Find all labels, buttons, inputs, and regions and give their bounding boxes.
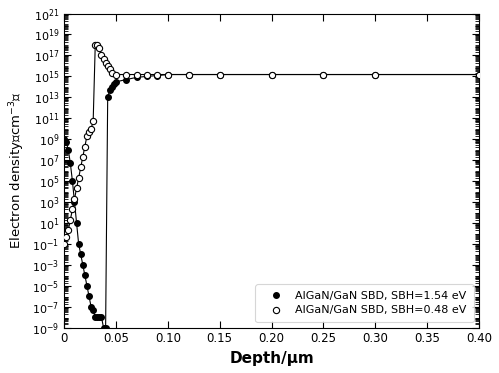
- AlGaN/GaN SBD, SBH=1.54 eV: [90, 308, 96, 312]
- AlGaN/GaN SBD, SBH=1.54 eV: [165, 72, 171, 77]
- AlGaN/GaN SBD, SBH=1.54 eV: [92, 315, 98, 319]
- AlGaN/GaN SBD, SBH=0.48 eV: [186, 72, 192, 77]
- AlGaN/GaN SBD, SBH=0.48 eV: [144, 72, 150, 77]
- AlGaN/GaN SBD, SBH=0.48 eV: [100, 56, 106, 61]
- AlGaN/GaN SBD, SBH=0.48 eV: [61, 242, 67, 246]
- AlGaN/GaN SBD, SBH=1.54 eV: [111, 81, 117, 86]
- AlGaN/GaN SBD, SBH=1.54 eV: [65, 147, 71, 152]
- AlGaN/GaN SBD, SBH=1.54 eV: [217, 72, 223, 77]
- AlGaN/GaN SBD, SBH=0.48 eV: [76, 176, 82, 180]
- AlGaN/GaN SBD, SBH=1.54 eV: [186, 72, 192, 77]
- AlGaN/GaN SBD, SBH=0.48 eV: [107, 67, 113, 71]
- AlGaN/GaN SBD, SBH=1.54 eV: [109, 85, 115, 89]
- AlGaN/GaN SBD, SBH=0.48 eV: [67, 217, 73, 222]
- AlGaN/GaN SBD, SBH=1.54 eV: [63, 140, 69, 145]
- AlGaN/GaN SBD, SBH=1.54 eV: [113, 79, 119, 84]
- AlGaN/GaN SBD, SBH=1.54 eV: [98, 315, 104, 319]
- AlGaN/GaN SBD, SBH=1.54 eV: [372, 72, 378, 77]
- AlGaN/GaN SBD, SBH=0.48 eV: [86, 130, 92, 134]
- AlGaN/GaN SBD, SBH=0.48 eV: [80, 155, 86, 159]
- X-axis label: Depth/μm: Depth/μm: [229, 351, 314, 366]
- AlGaN/GaN SBD, SBH=0.48 eV: [268, 72, 274, 77]
- Legend: AlGaN/GaN SBD, SBH=1.54 eV, AlGaN/GaN SBD, SBH=0.48 eV: AlGaN/GaN SBD, SBH=1.54 eV, AlGaN/GaN SB…: [255, 284, 474, 322]
- AlGaN/GaN SBD, SBH=1.54 eV: [144, 74, 150, 79]
- AlGaN/GaN SBD, SBH=1.54 eV: [86, 294, 92, 298]
- AlGaN/GaN SBD, SBH=0.48 eV: [476, 72, 482, 77]
- AlGaN/GaN SBD, SBH=0.48 eV: [165, 72, 171, 77]
- AlGaN/GaN SBD, SBH=0.48 eV: [372, 72, 378, 77]
- AlGaN/GaN SBD, SBH=0.48 eV: [320, 72, 326, 77]
- AlGaN/GaN SBD, SBH=0.48 eV: [90, 119, 96, 123]
- AlGaN/GaN SBD, SBH=1.54 eV: [476, 72, 482, 77]
- AlGaN/GaN SBD, SBH=1.54 eV: [94, 315, 100, 319]
- AlGaN/GaN SBD, SBH=0.48 eV: [88, 126, 94, 131]
- AlGaN/GaN SBD, SBH=1.54 eV: [61, 137, 67, 141]
- AlGaN/GaN SBD, SBH=0.48 eV: [92, 43, 98, 47]
- AlGaN/GaN SBD, SBH=0.48 eV: [109, 71, 115, 75]
- AlGaN/GaN SBD, SBH=0.48 eV: [69, 207, 75, 211]
- AlGaN/GaN SBD, SBH=1.54 eV: [76, 242, 82, 246]
- AlGaN/GaN SBD, SBH=1.54 eV: [80, 263, 86, 267]
- AlGaN/GaN SBD, SBH=1.54 eV: [103, 325, 109, 330]
- AlGaN/GaN SBD, SBH=1.54 eV: [268, 72, 274, 77]
- AlGaN/GaN SBD, SBH=0.48 eV: [105, 64, 111, 68]
- Line: AlGaN/GaN SBD, SBH=0.48 eV: AlGaN/GaN SBD, SBH=0.48 eV: [61, 42, 482, 247]
- AlGaN/GaN SBD, SBH=1.54 eV: [134, 75, 140, 79]
- AlGaN/GaN SBD, SBH=1.54 eV: [73, 221, 79, 225]
- AlGaN/GaN SBD, SBH=1.54 eV: [100, 325, 106, 330]
- AlGaN/GaN SBD, SBH=1.54 eV: [82, 273, 88, 278]
- AlGaN/GaN SBD, SBH=1.54 eV: [69, 179, 75, 183]
- AlGaN/GaN SBD, SBH=0.48 eV: [217, 72, 223, 77]
- AlGaN/GaN SBD, SBH=0.48 eV: [78, 165, 84, 170]
- AlGaN/GaN SBD, SBH=1.54 eV: [96, 315, 102, 319]
- AlGaN/GaN SBD, SBH=1.54 eV: [320, 72, 326, 77]
- AlGaN/GaN SBD, SBH=0.48 eV: [98, 53, 104, 58]
- AlGaN/GaN SBD, SBH=0.48 eV: [73, 186, 79, 191]
- AlGaN/GaN SBD, SBH=1.54 eV: [107, 88, 113, 92]
- AlGaN/GaN SBD, SBH=1.54 eV: [155, 73, 161, 78]
- AlGaN/GaN SBD, SBH=0.48 eV: [63, 234, 69, 239]
- AlGaN/GaN SBD, SBH=0.48 eV: [71, 197, 77, 201]
- AlGaN/GaN SBD, SBH=0.48 eV: [103, 60, 109, 65]
- AlGaN/GaN SBD, SBH=1.54 eV: [105, 95, 111, 100]
- AlGaN/GaN SBD, SBH=1.54 eV: [84, 283, 90, 288]
- AlGaN/GaN SBD, SBH=1.54 eV: [123, 77, 129, 82]
- Line: AlGaN/GaN SBD, SBH=1.54 eV: AlGaN/GaN SBD, SBH=1.54 eV: [61, 72, 482, 330]
- AlGaN/GaN SBD, SBH=0.48 eV: [123, 72, 129, 77]
- Y-axis label: Electron density（cm$^{-3}$）: Electron density（cm$^{-3}$）: [7, 92, 26, 249]
- AlGaN/GaN SBD, SBH=0.48 eV: [65, 228, 71, 232]
- AlGaN/GaN SBD, SBH=1.54 eV: [78, 252, 84, 257]
- AlGaN/GaN SBD, SBH=0.48 eV: [134, 72, 140, 77]
- AlGaN/GaN SBD, SBH=0.48 eV: [96, 46, 102, 50]
- AlGaN/GaN SBD, SBH=1.54 eV: [88, 304, 94, 309]
- AlGaN/GaN SBD, SBH=0.48 eV: [82, 144, 88, 149]
- AlGaN/GaN SBD, SBH=1.54 eV: [67, 161, 73, 166]
- AlGaN/GaN SBD, SBH=1.54 eV: [71, 200, 77, 204]
- AlGaN/GaN SBD, SBH=0.48 eV: [84, 134, 90, 138]
- AlGaN/GaN SBD, SBH=0.48 eV: [94, 43, 100, 47]
- AlGaN/GaN SBD, SBH=0.48 eV: [113, 72, 119, 77]
- AlGaN/GaN SBD, SBH=0.48 eV: [155, 72, 161, 77]
